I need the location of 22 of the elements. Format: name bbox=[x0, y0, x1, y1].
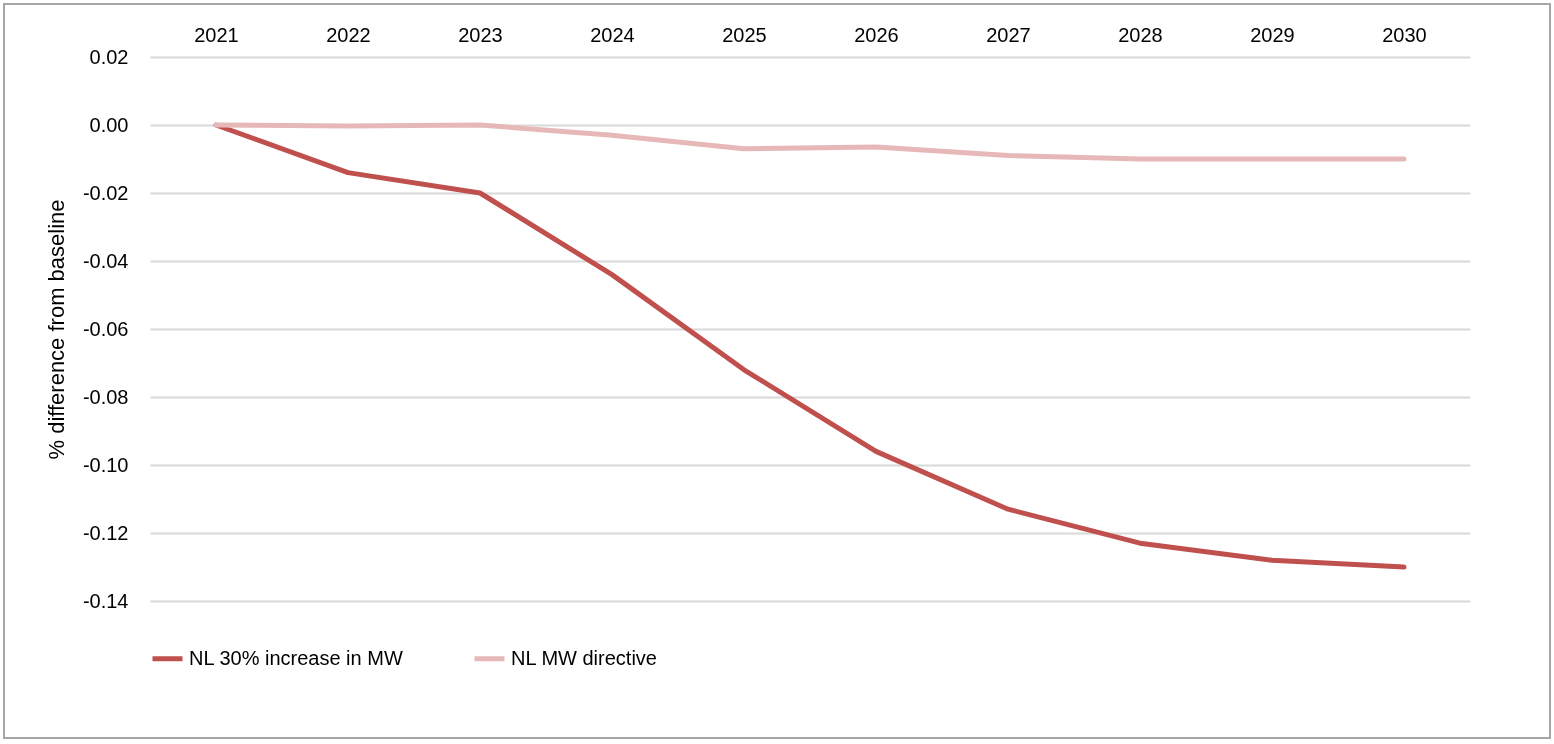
x-tick-label: 2026 bbox=[854, 23, 899, 46]
y-tick-label: -0.12 bbox=[82, 521, 129, 544]
x-tick-label: 2021 bbox=[194, 23, 239, 46]
y-tick-label: 0.02 bbox=[89, 45, 129, 68]
x-tick-label: 2023 bbox=[458, 23, 503, 46]
x-tick-label: 2024 bbox=[590, 23, 635, 46]
y-tick-label: -0.10 bbox=[82, 453, 129, 476]
y-tick-label: -0.08 bbox=[82, 385, 129, 408]
y-tick-label: -0.06 bbox=[82, 317, 129, 340]
x-tick-label: 2022 bbox=[326, 23, 371, 46]
y-tick-label: -0.04 bbox=[82, 249, 129, 272]
y-tick-label: -0.14 bbox=[82, 589, 129, 612]
y-tick-label: -0.02 bbox=[82, 181, 129, 204]
x-tick-label: 2027 bbox=[986, 23, 1031, 46]
y-tick-label: 0.00 bbox=[89, 113, 129, 136]
x-tick-label: 2028 bbox=[1118, 23, 1163, 46]
y-axis-title: % difference from baseline bbox=[43, 199, 69, 460]
x-tick-label: 2030 bbox=[1382, 23, 1427, 46]
x-tick-label: 2029 bbox=[1250, 23, 1295, 46]
x-tick-label: 2025 bbox=[722, 23, 767, 46]
legend-label: NL MW directive bbox=[511, 646, 657, 669]
legend-label: NL 30% increase in MW bbox=[189, 646, 403, 669]
